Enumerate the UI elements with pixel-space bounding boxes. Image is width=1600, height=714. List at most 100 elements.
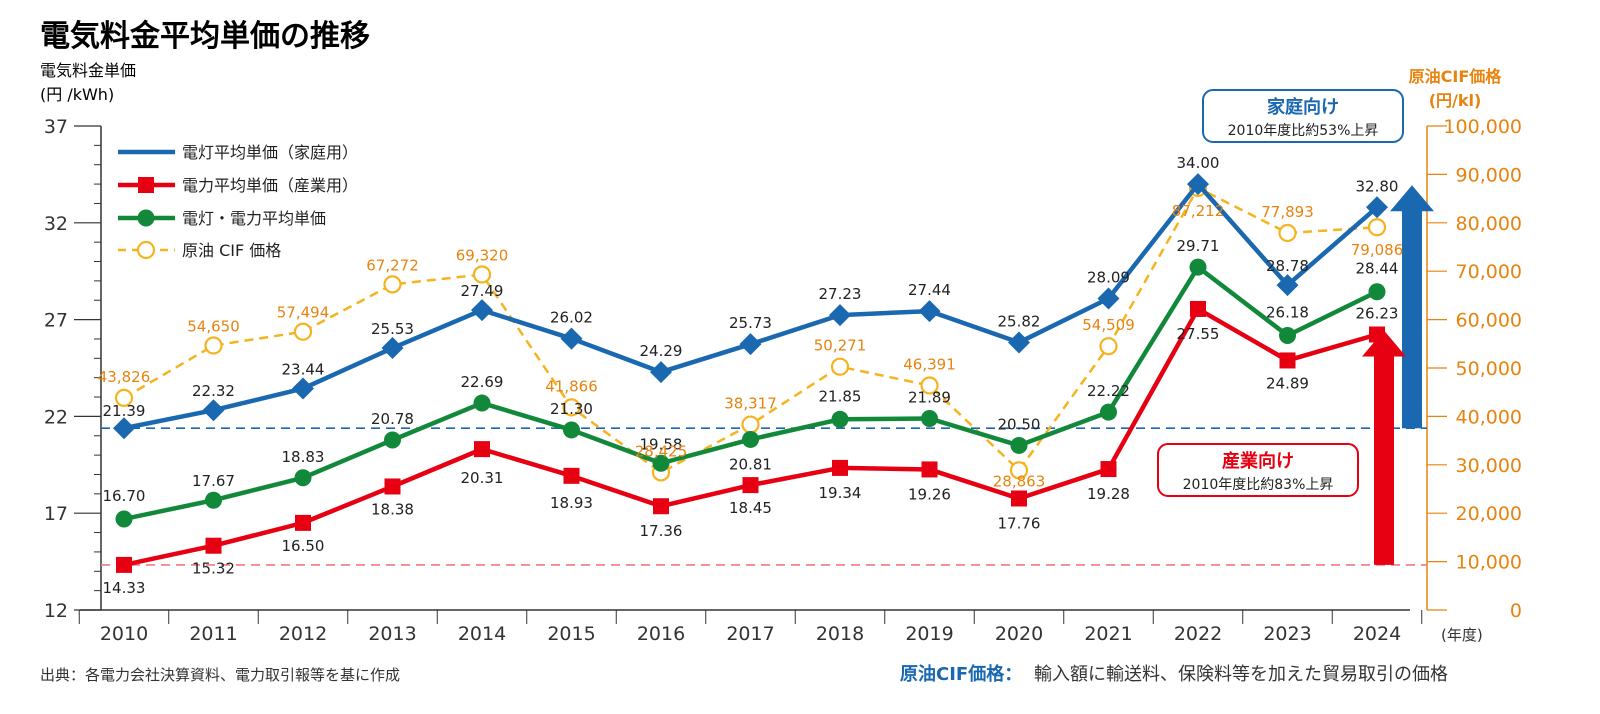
household-point [739,333,762,356]
combined-point [473,394,491,412]
industrial-data-label: 18.93 [550,494,593,512]
industrial-rise-arrow [1362,330,1406,565]
household-data-label: 23.44 [282,361,325,379]
industrial-data-label: 20.31 [461,469,504,487]
combined-point [652,454,670,472]
y2-tick-label: 100,000 [1443,116,1522,138]
combined-point [115,510,133,528]
industrial-data-label: 19.34 [819,484,862,502]
household-data-label: 34.00 [1177,154,1220,172]
household-data-label: 21.39 [103,402,146,420]
industrial-data-label: 18.45 [729,499,772,517]
oil-data-label: 69,320 [456,246,509,264]
oil-point [1367,218,1387,237]
x-axis-unit: (年度) [1441,626,1483,644]
oil-point [383,275,402,294]
combined-data-label: 16.70 [103,487,146,505]
industrial-data-label: 15.32 [192,560,235,578]
oil-data-label: 57,494 [277,304,330,322]
industrial-point [1279,352,1296,369]
combined-point [563,421,580,439]
industrial-point [563,467,580,484]
y2-tick-label: 90,000 [1456,164,1522,186]
industrial-data-label: 17.36 [640,522,683,540]
oil-data-label: 46,391 [903,355,956,373]
oil-data-label: 54,509 [1082,316,1135,334]
industrial-callout-title: 産業向け [1222,450,1294,472]
household-legend-label: 電灯平均単価（家庭用） [182,143,358,162]
industrial-point [384,478,401,495]
combined-data-label: 21.30 [550,400,593,418]
household-data-label: 26.02 [550,309,593,327]
industrial-data-label: 26.23 [1356,305,1399,323]
oil-point [830,357,850,376]
combined-point [294,469,312,487]
combined-data-label: 21.85 [819,387,862,405]
y2-axis-label: 原油CIF価格 [1409,67,1503,86]
oil-point [114,388,134,407]
oil-data-label: 28,863 [993,472,1046,490]
oil-point [920,376,939,395]
y-axis-label: 電気料金単価 [40,61,136,80]
household-callout-title: 家庭向け [1267,96,1339,118]
household-point [918,300,941,323]
household-point [471,299,493,322]
combined-point [921,410,938,428]
x-tick-label: 2017 [726,623,774,645]
oil-point [204,336,223,355]
combined-point [1010,436,1028,454]
combined-point [742,430,759,448]
household-point [292,377,314,400]
household-point [1097,287,1120,310]
industrial-point [1190,300,1206,317]
combined-data-label: 20.50 [998,415,1041,433]
industrial-data-label: 19.26 [908,485,951,503]
industrial-callout-text: 2010年度比約83%上昇 [1183,477,1334,493]
household-data-label: 28.09 [1087,268,1130,286]
oil-data-label: 54,650 [187,317,240,335]
household-data-label: 27.49 [461,282,504,300]
combined-point [831,410,849,428]
oil-point [1009,461,1029,480]
industrial-data-label: 18.38 [371,500,414,518]
oil-point [293,322,313,341]
industrial-data-label: 17.76 [998,514,1041,532]
y2-tick-label: 60,000 [1456,310,1522,332]
combined-data-label: 22.69 [461,373,504,391]
y-tick-label: 12 [44,600,68,622]
y-axis-unit: (円 /kWh) [40,85,114,104]
oil-data-label: 43,826 [98,368,151,386]
industrial-callout-box [1157,443,1359,497]
industrial-point [1011,490,1027,507]
household-point [113,417,135,440]
industrial-data-label: 19.28 [1087,485,1130,503]
industrial-legend-marker [138,177,154,193]
x-tick-label: 2014 [458,623,506,645]
x-tick-label: 2018 [816,623,864,645]
oil-legend-label: 原油 CIF 価格 [182,241,281,260]
y2-tick-label: 10,000 [1456,552,1522,574]
industrial-point [1100,461,1117,478]
x-tick-label: 2022 [1174,623,1222,645]
y2-tick-label: 40,000 [1456,406,1522,428]
household-data-label: 28.78 [1266,257,1309,275]
combined-data-label: 18.83 [282,448,325,466]
household-point [650,361,672,384]
oil-data-label: 79,086 [1351,241,1404,259]
household-data-label: 25.73 [729,314,772,332]
oil-point [472,265,492,284]
x-tick-label: 2011 [189,623,237,645]
industrial-point [742,477,759,494]
combined-legend-label: 電灯・電力平均単価 [182,209,326,228]
combined-point [1100,403,1117,421]
y2-tick-label: 20,000 [1456,503,1522,525]
oil-point [1099,337,1118,356]
combined-point [384,431,401,449]
x-tick-label: 2021 [1084,623,1132,645]
combined-point [1368,283,1386,301]
x-tick-label: 2010 [100,623,148,645]
oil-data-label: 50,271 [814,337,867,355]
industrial-data-label: 14.33 [103,579,146,597]
oil-data-label: 38,317 [724,395,777,413]
